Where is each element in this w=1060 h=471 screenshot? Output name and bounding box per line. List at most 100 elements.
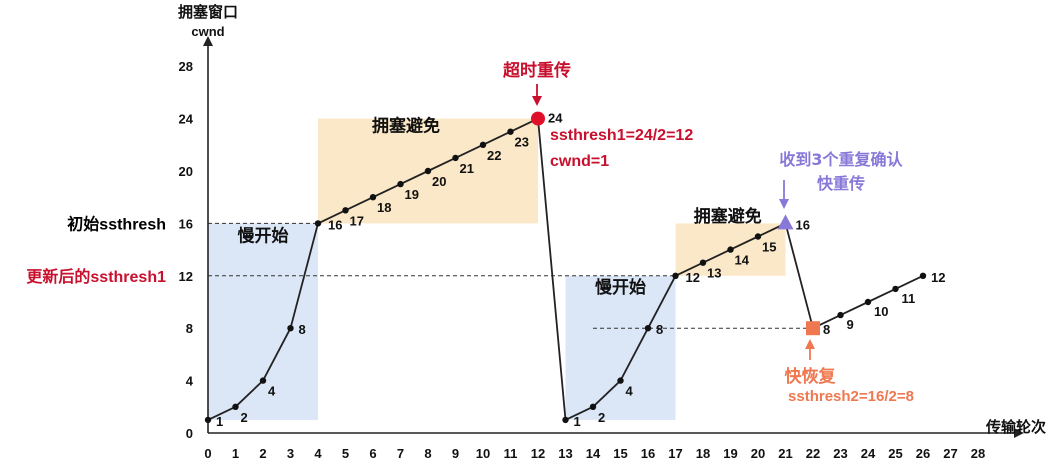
data-point — [452, 154, 459, 162]
x-axis-title: 传输轮次 — [985, 418, 1046, 436]
point-label: 22 — [487, 148, 501, 163]
ssthresh-reference-lines: 初始ssthresh 更新后的ssthresh1 — [26, 214, 813, 329]
cwnd-segment — [867, 288, 896, 303]
point-label: 4 — [626, 384, 634, 399]
cwnd-segment — [537, 118, 567, 420]
x-tick-label: 17 — [668, 446, 682, 461]
point-label: 19 — [405, 187, 419, 202]
cwnd-segment — [345, 196, 374, 212]
y-tick-labels: 0 4 8 12 16 20 24 28 — [179, 59, 194, 441]
data-point — [892, 285, 899, 293]
point-label: 4 — [268, 384, 276, 399]
cwnd-segment — [895, 274, 924, 290]
point-label: 2 — [598, 410, 605, 425]
ssthresh-label-0: 初始ssthresh — [67, 214, 166, 233]
x-tick-label: 11 — [504, 446, 518, 461]
x-tick-label: 1 — [232, 446, 239, 461]
y-tick-label: 0 — [186, 426, 193, 441]
phase-region-2 — [565, 275, 676, 420]
x-tick-label: 4 — [314, 446, 322, 461]
data-point — [314, 220, 322, 227]
x-tick-label: 0 — [204, 446, 211, 461]
data-point — [754, 233, 762, 240]
point-label: 18 — [377, 200, 391, 215]
data-point — [507, 128, 514, 135]
cwnd-series — [207, 117, 925, 421]
point-label: 10 — [874, 304, 888, 319]
data-point — [369, 194, 377, 201]
cwnd-points — [204, 111, 927, 424]
point-label: 15 — [762, 240, 776, 255]
x-tick-label: 21 — [778, 446, 792, 461]
y-tick-label: 8 — [186, 321, 193, 336]
timeout-title: 超时重传 — [503, 60, 571, 81]
x-tick-label: 16 — [641, 446, 655, 461]
cwnd-segment — [455, 143, 484, 159]
cwnd-segment — [730, 235, 759, 251]
data-point — [837, 311, 844, 319]
data-point — [589, 403, 597, 410]
cwnd-segment — [702, 248, 731, 264]
point-label: 21 — [460, 161, 474, 176]
point-label: 23 — [515, 135, 529, 150]
cwnd-segment — [647, 275, 677, 329]
data-point — [424, 167, 432, 175]
x-tick-label: 14 — [586, 446, 601, 461]
fast-recovery-ssthresh-text: ssthresh2=16/2=8 — [788, 388, 914, 405]
x-tick-label: 8 — [424, 446, 431, 461]
point-label: 8 — [823, 322, 830, 337]
y-axis-title: 拥塞窗口 — [178, 3, 238, 21]
cwnd-segment — [619, 327, 649, 382]
cwnd-segment — [317, 209, 346, 225]
cwnd-segment — [840, 301, 869, 316]
x-tick-label: 18 — [696, 446, 710, 461]
phase-region-label-0: 慢开始 — [238, 226, 289, 247]
x-tick-label: 24 — [861, 446, 876, 461]
data-point — [672, 272, 679, 279]
x-tick-label: 15 — [613, 446, 627, 461]
point-label: 17 — [350, 213, 364, 228]
cwnd-segment — [784, 223, 814, 329]
point-label: 14 — [735, 253, 750, 268]
phase-region-label-3: 拥塞避免 — [694, 206, 762, 227]
cwnd-segment — [427, 157, 456, 172]
point-label: 12 — [931, 270, 945, 285]
data-point — [617, 377, 624, 384]
x-tick-label: 19 — [723, 446, 737, 461]
triple-dup-ack-point — [777, 214, 794, 230]
x-tick-label: 9 — [452, 446, 459, 461]
fast-retransmit-text: 快重传 — [817, 174, 865, 193]
x-tick-label: 10 — [476, 446, 490, 461]
y-tick-label: 24 — [179, 112, 194, 127]
data-point — [864, 298, 872, 306]
point-label: 8 — [299, 322, 306, 337]
x-tick-labels: 0 1 2 3 4 5 6 7 8 9 10 11 12 13 14 15 16 17 18 19 20 21 22 23 24… — [204, 446, 985, 461]
ssthresh-label-1: 更新后的ssthresh1 — [26, 267, 166, 286]
x-tick-label: 27 — [943, 446, 957, 461]
cwnd-segment — [262, 327, 292, 382]
x-tick-label: 7 — [397, 446, 404, 461]
point-label: 13 — [707, 266, 721, 281]
phase-region-0 — [208, 223, 318, 420]
point-label: 1 — [216, 414, 223, 429]
data-point — [919, 272, 927, 279]
x-tick-label: 22 — [806, 446, 820, 461]
point-label: 16 — [328, 217, 342, 232]
x-tick-label: 23 — [833, 446, 847, 461]
dup-ack-text: 收到3个重复确认 — [779, 150, 903, 169]
data-point — [562, 416, 569, 424]
y-tick-label: 28 — [179, 59, 193, 74]
cwnd-segment — [234, 379, 264, 408]
fast-recovery-title: 快恢复 — [785, 366, 837, 387]
x-tick-label: 25 — [888, 446, 902, 461]
x-tick-label: 5 — [342, 446, 349, 461]
cwnd-segment — [289, 223, 319, 329]
data-point — [287, 325, 294, 332]
point-label: 20 — [432, 174, 446, 189]
phase-region-label-1: 拥塞避免 — [372, 116, 440, 137]
y-axis-unit: cwnd — [191, 24, 224, 39]
x-tick-label: 2 — [259, 446, 266, 461]
point-label: 16 — [796, 217, 810, 232]
